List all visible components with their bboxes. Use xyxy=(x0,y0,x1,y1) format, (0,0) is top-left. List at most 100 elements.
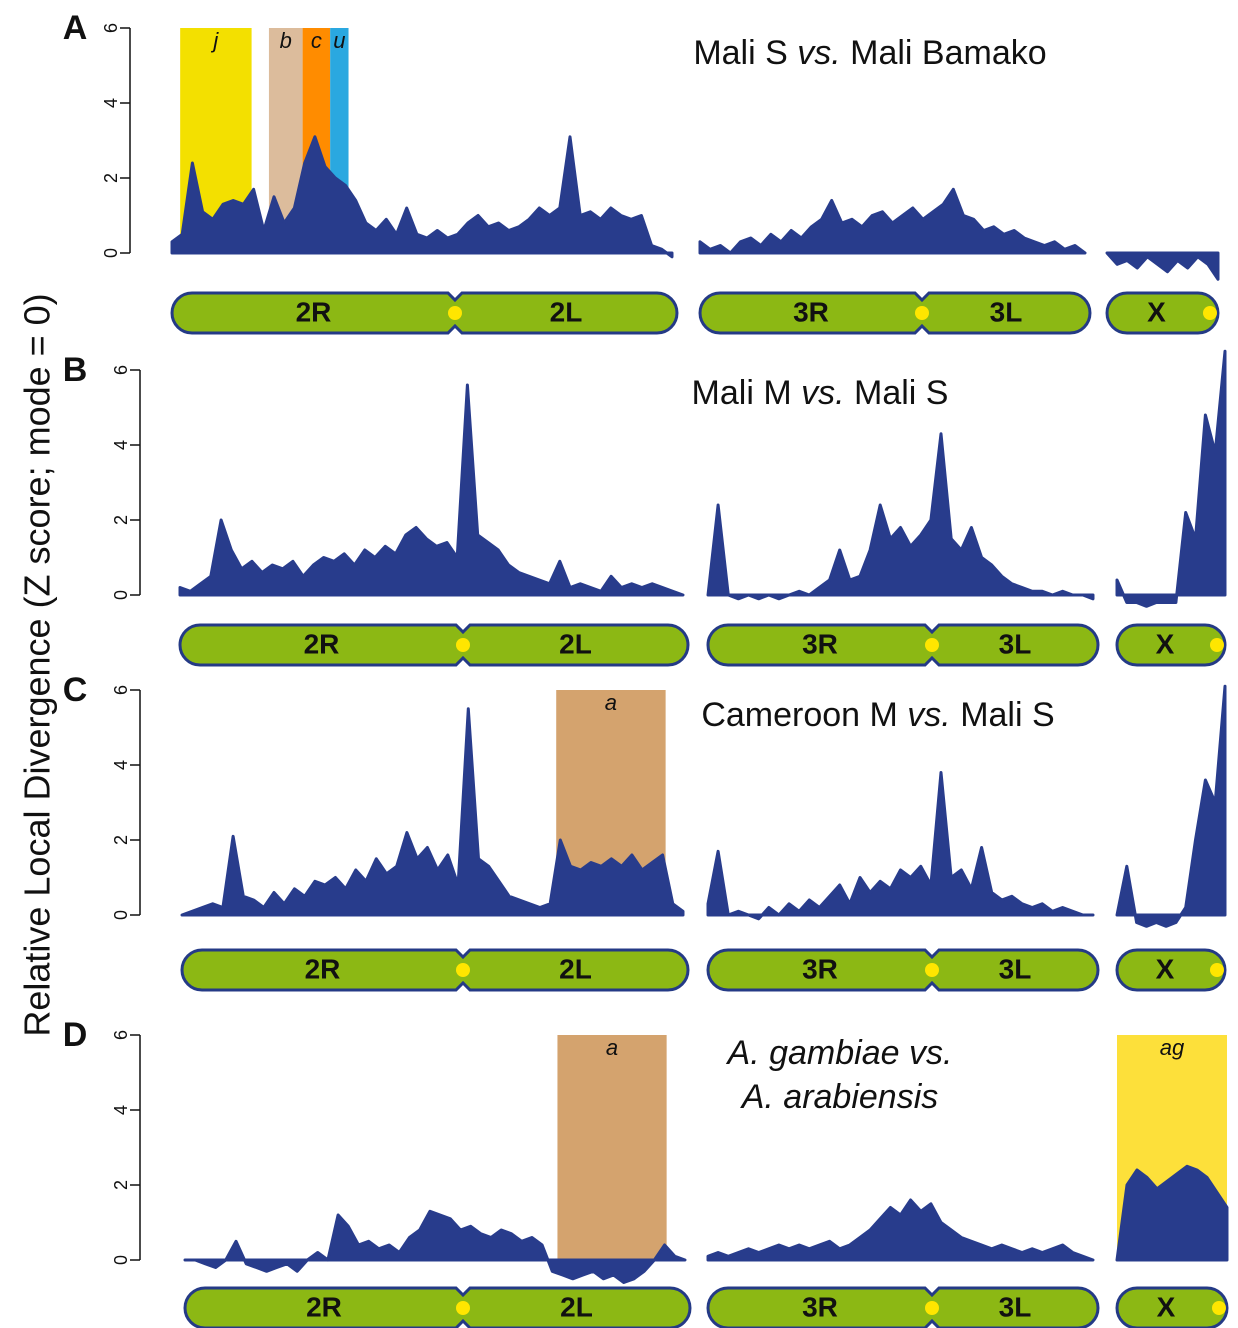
centromere xyxy=(456,963,470,977)
divergence-area xyxy=(698,187,1087,255)
title-part: Cameroon M xyxy=(701,696,907,734)
highlight-label: u xyxy=(333,28,345,53)
title-part: Mali S xyxy=(693,34,797,72)
arm-label: X xyxy=(1157,1291,1176,1322)
arm-label: 2R xyxy=(306,1291,342,1322)
centromere xyxy=(448,306,462,320)
y-tick-label: 0 xyxy=(101,248,121,258)
centromere xyxy=(1210,963,1224,977)
chromosome xyxy=(698,291,1092,335)
title-part: Mali M xyxy=(692,374,802,412)
divergence-area xyxy=(706,771,1095,921)
y-tick-label: 2 xyxy=(111,1180,131,1190)
panel-title: Cameroon M vs. Mali S xyxy=(701,696,1054,734)
centromere xyxy=(915,306,929,320)
chromosome xyxy=(178,623,690,667)
chromosome xyxy=(1115,1286,1229,1328)
panel-label: C xyxy=(63,671,88,709)
panel-title: A. arabiensis xyxy=(740,1078,939,1116)
chromosome xyxy=(1115,623,1227,667)
arm-label: 2R xyxy=(296,296,332,327)
centromere xyxy=(456,638,470,652)
panel-label: D xyxy=(63,1016,88,1054)
y-tick-label: 0 xyxy=(111,590,131,600)
chromosome xyxy=(1105,291,1220,335)
chromosome xyxy=(706,948,1100,992)
highlight-label: b xyxy=(280,28,292,53)
highlight-label: ag xyxy=(1160,1035,1185,1060)
arm-label: 3R xyxy=(802,628,838,659)
panel-title: A. gambiae vs. xyxy=(726,1034,953,1072)
arm-label: 2R xyxy=(304,628,340,659)
title-part: vs. xyxy=(907,696,950,734)
arm-label: 2L xyxy=(560,1291,593,1322)
divergence-area xyxy=(1105,251,1220,281)
highlight-label: a xyxy=(605,690,617,715)
chromosome xyxy=(1115,948,1227,992)
y-tick-label: 4 xyxy=(101,98,121,108)
highlight-label: c xyxy=(311,28,322,53)
divergence-area xyxy=(706,1198,1095,1262)
arm-label: 3L xyxy=(999,628,1032,659)
centromere xyxy=(925,963,939,977)
title-part: Mali Bamako xyxy=(841,34,1047,72)
y-tick-label: 2 xyxy=(111,515,131,525)
highlight-region xyxy=(557,1035,667,1260)
panel-label: B xyxy=(63,351,88,389)
y-tick-label: 2 xyxy=(111,835,131,845)
y-tick-label: 6 xyxy=(101,23,121,33)
panel-title: Mali S vs. Mali Bamako xyxy=(693,34,1046,72)
divergence-area xyxy=(1115,684,1227,928)
divergence-area xyxy=(170,135,674,259)
centromere xyxy=(1203,306,1217,320)
arm-label: 3L xyxy=(999,1291,1032,1322)
y-tick-label: 4 xyxy=(111,440,131,450)
chromosome xyxy=(170,291,679,335)
title-part: vs. xyxy=(801,374,844,412)
arm-label: 3L xyxy=(999,953,1032,984)
centromere xyxy=(1212,1301,1226,1315)
panel-label: A xyxy=(63,9,88,47)
highlight-label: j xyxy=(210,28,219,53)
divergence-area xyxy=(1115,349,1227,608)
y-tick-label: 6 xyxy=(111,685,131,695)
arm-label: 3R xyxy=(802,953,838,984)
divergence-area xyxy=(178,383,685,597)
panel-title: Mali M vs. Mali S xyxy=(692,374,949,412)
y-tick-label: 4 xyxy=(111,760,131,770)
arm-label: 3R xyxy=(802,1291,838,1322)
divergence-area xyxy=(706,432,1095,601)
title-part: vs. xyxy=(797,34,840,72)
title-part: Mali S xyxy=(951,696,1055,734)
chromosome xyxy=(183,1286,692,1328)
y-tick-label: 4 xyxy=(111,1105,131,1115)
arm-label: 2L xyxy=(559,953,592,984)
divergence-area xyxy=(183,1209,687,1284)
arm-label: X xyxy=(1156,628,1175,659)
arm-label: X xyxy=(1147,296,1166,327)
chromosome xyxy=(706,623,1100,667)
centromere xyxy=(925,1301,939,1315)
y-tick-label: 6 xyxy=(111,1030,131,1040)
centromere xyxy=(456,1301,470,1315)
title-part: Mali S xyxy=(845,374,949,412)
y-tick-label: 6 xyxy=(111,365,131,375)
y-tick-label: 0 xyxy=(111,910,131,920)
y-tick-label: 0 xyxy=(111,1255,131,1265)
title-part: A. gambiae vs. xyxy=(726,1034,953,1072)
divergence-area xyxy=(180,707,685,917)
title-part: A. arabiensis xyxy=(740,1078,939,1116)
arm-label: 3L xyxy=(990,296,1023,327)
highlight-label: a xyxy=(606,1035,618,1060)
arm-label: 2L xyxy=(559,628,592,659)
y-tick-label: 2 xyxy=(101,173,121,183)
arm-label: 3R xyxy=(793,296,829,327)
centromere xyxy=(925,638,939,652)
chromosome xyxy=(180,948,690,992)
centromere xyxy=(1210,638,1224,652)
chromosome xyxy=(706,1286,1100,1328)
arm-label: 2L xyxy=(550,296,583,327)
arm-label: 2R xyxy=(305,953,341,984)
